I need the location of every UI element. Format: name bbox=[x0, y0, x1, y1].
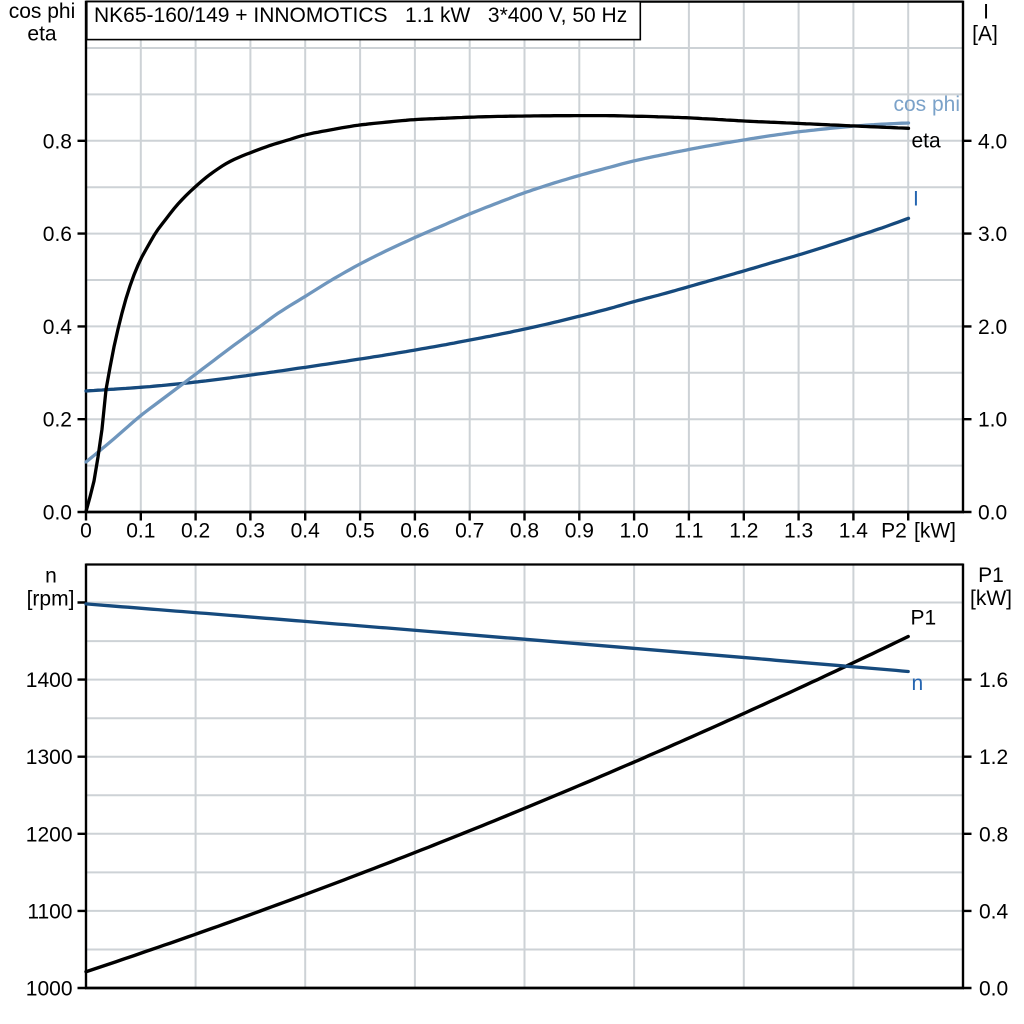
svg-text:1300: 1300 bbox=[26, 746, 73, 769]
svg-text:1.2: 1.2 bbox=[729, 520, 758, 543]
svg-text:cos phi: cos phi bbox=[893, 93, 960, 116]
svg-text:1400: 1400 bbox=[26, 669, 73, 692]
svg-text:0.9: 0.9 bbox=[565, 520, 594, 543]
svg-text:0: 0 bbox=[80, 520, 92, 543]
svg-text:[rpm]: [rpm] bbox=[27, 588, 75, 611]
svg-text:0.4: 0.4 bbox=[291, 520, 321, 543]
svg-text:2.0: 2.0 bbox=[978, 316, 1007, 339]
svg-text:0.0: 0.0 bbox=[43, 502, 72, 525]
svg-text:NK65-160/149 + INNOMOTICS 1.: NK65-160/149 + INNOMOTICS 1.1 kW 3*400 V… bbox=[94, 4, 627, 27]
svg-text:[kW]: [kW] bbox=[970, 587, 1012, 610]
svg-text:cos phi: cos phi bbox=[9, 0, 76, 23]
svg-text:n: n bbox=[45, 565, 57, 588]
svg-text:0.0: 0.0 bbox=[979, 978, 1008, 1001]
svg-text:0.4: 0.4 bbox=[979, 900, 1009, 923]
svg-text:1.0: 1.0 bbox=[619, 520, 648, 543]
svg-text:eta: eta bbox=[912, 130, 942, 153]
svg-text:I: I bbox=[983, 1, 989, 24]
svg-text:1100: 1100 bbox=[27, 900, 72, 923]
svg-text:0.5: 0.5 bbox=[345, 520, 374, 543]
svg-text:1.0: 1.0 bbox=[978, 409, 1007, 432]
svg-text:3.0: 3.0 bbox=[978, 223, 1007, 246]
svg-text:1.2: 1.2 bbox=[979, 746, 1008, 769]
svg-text:1.1: 1.1 bbox=[674, 520, 703, 543]
svg-text:1200: 1200 bbox=[26, 823, 73, 846]
svg-text:1.6: 1.6 bbox=[979, 669, 1008, 692]
svg-text:1000: 1000 bbox=[26, 978, 73, 1001]
svg-text:0.0: 0.0 bbox=[978, 502, 1007, 525]
svg-text:P1: P1 bbox=[911, 607, 937, 630]
svg-text:P1: P1 bbox=[978, 564, 1004, 587]
svg-text:P2: P2 bbox=[881, 520, 907, 543]
svg-text:0.8: 0.8 bbox=[510, 520, 539, 543]
svg-text:[kW]: [kW] bbox=[914, 520, 956, 543]
svg-text:0.6: 0.6 bbox=[43, 223, 72, 246]
svg-text:0.1: 0.1 bbox=[126, 520, 155, 543]
svg-text:0.3: 0.3 bbox=[236, 520, 265, 543]
svg-text:0.8: 0.8 bbox=[43, 130, 72, 153]
svg-text:0.4: 0.4 bbox=[43, 316, 73, 339]
svg-text:4.0: 4.0 bbox=[978, 130, 1007, 153]
svg-text:n: n bbox=[912, 672, 924, 695]
svg-text:0.8: 0.8 bbox=[979, 823, 1008, 846]
svg-text:0.6: 0.6 bbox=[400, 520, 429, 543]
svg-text:I: I bbox=[913, 188, 919, 211]
svg-text:0.2: 0.2 bbox=[43, 409, 72, 432]
svg-text:[A]: [A] bbox=[972, 23, 998, 46]
svg-text:1.3: 1.3 bbox=[784, 520, 813, 543]
svg-text:0.7: 0.7 bbox=[455, 520, 484, 543]
svg-text:0.2: 0.2 bbox=[181, 520, 210, 543]
svg-text:eta: eta bbox=[27, 23, 57, 46]
svg-text:1.4: 1.4 bbox=[839, 520, 869, 543]
